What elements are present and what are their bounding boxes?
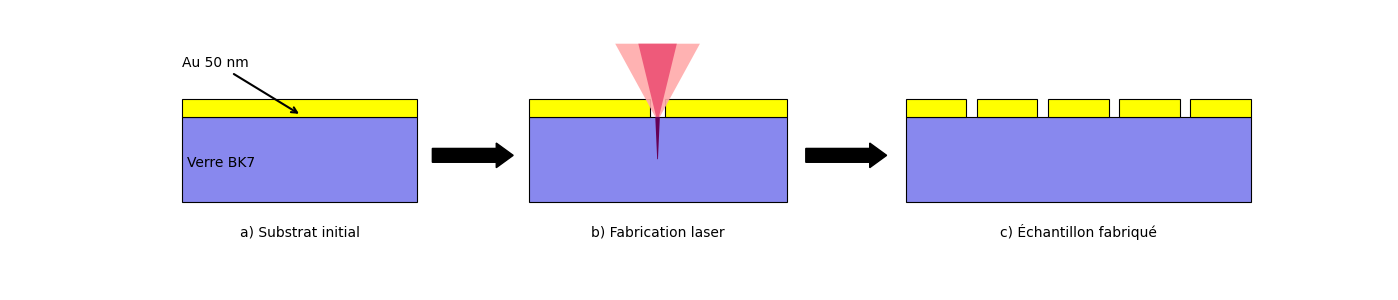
Bar — [977, 99, 1037, 117]
FancyArrow shape — [805, 143, 886, 168]
Bar — [906, 99, 966, 117]
Bar — [1048, 99, 1109, 117]
Bar — [1120, 99, 1180, 117]
Text: c) Échantillon fabriqué: c) Échantillon fabriqué — [1000, 224, 1156, 240]
Text: Verre BK7: Verre BK7 — [187, 156, 254, 170]
Text: Au 50 nm: Au 50 nm — [182, 56, 298, 112]
Bar — [182, 117, 417, 202]
FancyArrow shape — [432, 143, 513, 168]
Bar — [906, 117, 1251, 202]
Bar — [1191, 99, 1251, 117]
Bar — [182, 99, 417, 117]
Text: a) Substrat initial: a) Substrat initial — [239, 225, 359, 239]
Polygon shape — [639, 44, 677, 117]
Polygon shape — [615, 44, 700, 117]
Bar — [665, 99, 787, 117]
Bar — [528, 99, 650, 117]
Bar — [528, 117, 787, 202]
Text: b) Fabrication laser: b) Fabrication laser — [591, 225, 724, 239]
Polygon shape — [656, 117, 660, 159]
